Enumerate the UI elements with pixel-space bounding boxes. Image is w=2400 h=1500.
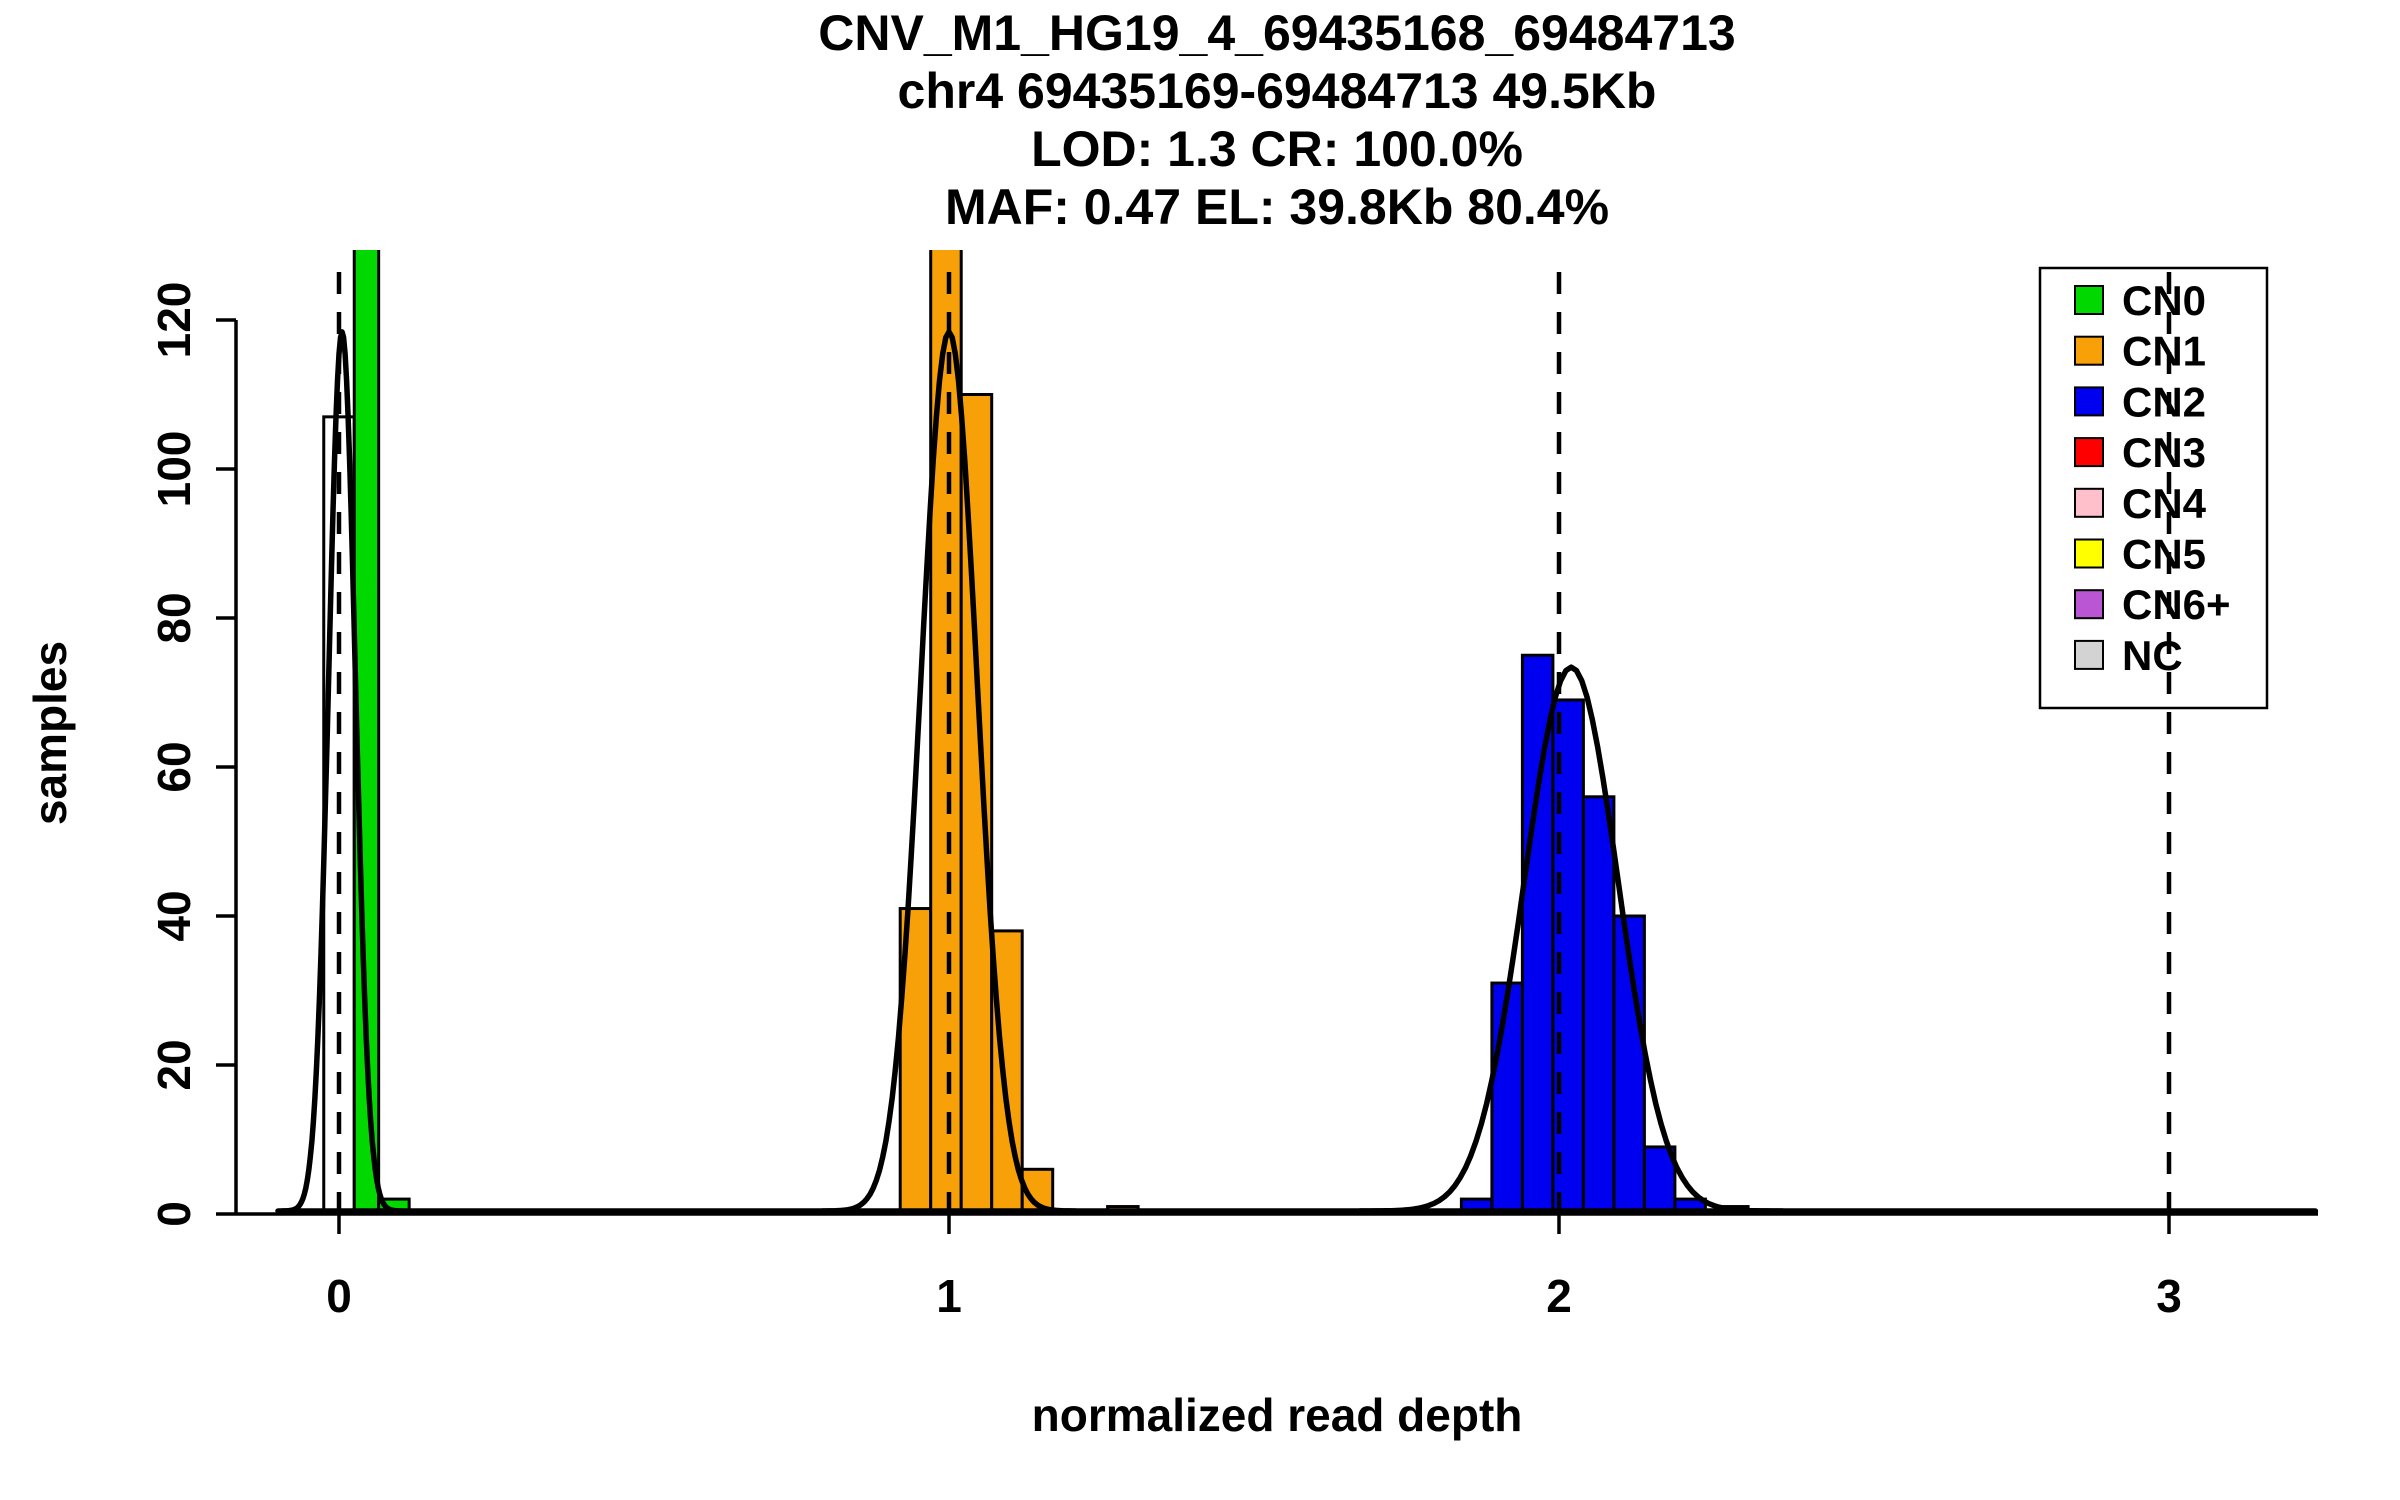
x-tick-label: 1 — [936, 1270, 962, 1322]
legend-label-CN6+: CN6+ — [2122, 581, 2231, 628]
y-tick-label: 100 — [148, 431, 200, 508]
title-line-1: CNV_M1_HG19_4_69435168_69484713 — [818, 5, 1736, 61]
histogram-bar-CN2 — [1612, 914, 1646, 1216]
x-tick-label: 2 — [1546, 1270, 1572, 1322]
legend-label-CN3: CN3 — [2122, 429, 2206, 476]
legend-label-CN2: CN2 — [2122, 378, 2206, 425]
density-curve-1 — [278, 329, 406, 1214]
legend-label-CN0: CN0 — [2122, 277, 2206, 324]
legend-swatch-CN3 — [2074, 437, 2104, 468]
legend-swatch-CN1 — [2074, 335, 2104, 366]
density-curve-3 — [1357, 664, 1786, 1214]
y-tick-label: 60 — [148, 741, 200, 792]
y-tick-label: 80 — [148, 592, 200, 643]
x-axis-label: normalized read depth — [1031, 1389, 1523, 1441]
histogram-bar-CN2 — [1490, 981, 1524, 1216]
y-tick-label: 40 — [148, 890, 200, 941]
histogram-bars — [322, 250, 1750, 1216]
title-line-2: chr4 69435169-69484713 49.5Kb — [897, 63, 1657, 119]
chart-title: CNV_M1_HG19_4_69435168_69484713 chr4 694… — [236, 4, 2318, 236]
legend-swatch-CN2 — [2074, 386, 2104, 417]
histogram-bar-CN2 — [1520, 653, 1555, 1216]
legend-label-CN5: CN5 — [2122, 531, 2206, 578]
title-line-4: MAF: 0.47 EL: 39.8Kb 80.4% — [944, 179, 1610, 235]
y-tick-label: 0 — [148, 1201, 200, 1227]
y-tick-label: 20 — [148, 1039, 200, 1090]
legend-label-CN1: CN1 — [2122, 328, 2206, 375]
histogram-bar-CN1 — [959, 393, 994, 1216]
legend-swatch-CN0 — [2074, 285, 2104, 315]
legend-label-CN4: CN4 — [2122, 480, 2207, 527]
legend-swatch-CN5 — [2074, 538, 2104, 569]
legend-swatch-NC — [2074, 639, 2104, 670]
histogram-bar-CN2 — [1581, 795, 1616, 1216]
x-tick-label: 0 — [326, 1270, 352, 1322]
x-tick-label: 3 — [2156, 1270, 2182, 1322]
title-line-3: LOD: 1.3 CR: 100.0% — [1031, 121, 1523, 177]
legend-label-NC: NC — [2122, 632, 2183, 679]
y-axis-label: samples — [24, 640, 76, 826]
legend-swatch-CN4 — [2074, 487, 2104, 518]
y-tick-label: 120 — [148, 282, 200, 359]
legend-swatch-CN6+ — [2074, 589, 2104, 620]
